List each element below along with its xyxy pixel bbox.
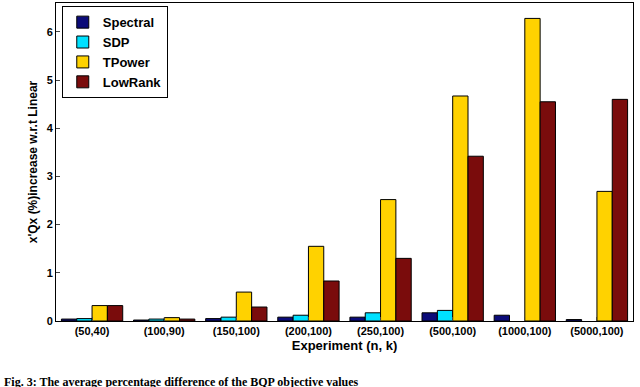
svg-text:5: 5	[47, 74, 53, 86]
svg-text:x'Qx (%)increase w.r.t Linear: x'Qx (%)increase w.r.t Linear	[26, 80, 40, 243]
svg-text:(50,40): (50,40)	[75, 325, 110, 337]
svg-text:(500,100): (500,100)	[429, 325, 476, 337]
svg-text:(1000,100): (1000,100)	[498, 325, 552, 337]
svg-text:1: 1	[47, 267, 53, 279]
svg-text:TPower: TPower	[103, 55, 150, 70]
svg-text:4: 4	[47, 122, 54, 134]
svg-text:SDP: SDP	[103, 35, 130, 50]
svg-text:(5000,100): (5000,100)	[570, 325, 624, 337]
svg-text:(100,90): (100,90)	[144, 325, 185, 337]
svg-text:(200,100): (200,100)	[285, 325, 332, 337]
svg-text:Fig. 3: The average percentage: Fig. 3: The average percentage differenc…	[4, 375, 359, 387]
svg-text:Spectral: Spectral	[103, 15, 154, 30]
svg-text:0: 0	[47, 315, 53, 327]
svg-text:LowRank: LowRank	[103, 75, 162, 90]
svg-text:2: 2	[47, 218, 53, 230]
svg-text:6: 6	[47, 26, 53, 38]
svg-text:Experiment (n, k): Experiment (n, k)	[292, 338, 397, 353]
svg-text:3: 3	[47, 170, 53, 182]
svg-text:(150,100): (150,100)	[213, 325, 260, 337]
svg-text:(250,100): (250,100)	[357, 325, 404, 337]
